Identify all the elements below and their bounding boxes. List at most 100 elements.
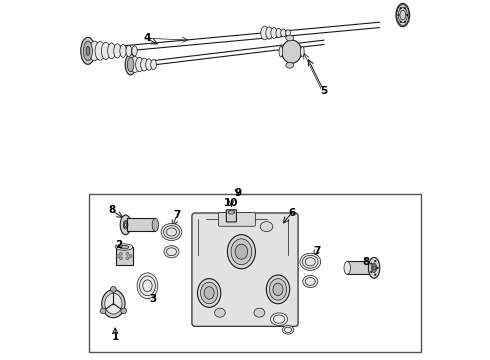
Circle shape bbox=[404, 21, 406, 23]
Ellipse shape bbox=[89, 41, 100, 61]
Ellipse shape bbox=[303, 275, 318, 288]
Ellipse shape bbox=[95, 41, 105, 60]
Text: 9: 9 bbox=[234, 188, 242, 198]
Ellipse shape bbox=[286, 35, 294, 41]
Ellipse shape bbox=[215, 308, 225, 317]
Text: 8: 8 bbox=[362, 257, 369, 267]
Text: 2: 2 bbox=[115, 240, 122, 250]
Ellipse shape bbox=[140, 276, 155, 296]
Ellipse shape bbox=[270, 313, 288, 325]
Ellipse shape bbox=[132, 46, 137, 56]
Ellipse shape bbox=[279, 46, 283, 57]
Text: 5: 5 bbox=[320, 86, 327, 96]
Ellipse shape bbox=[83, 41, 93, 61]
Bar bbox=[126, 219, 155, 231]
Ellipse shape bbox=[396, 3, 410, 27]
Ellipse shape bbox=[282, 40, 301, 63]
Ellipse shape bbox=[273, 283, 283, 296]
Ellipse shape bbox=[137, 273, 158, 299]
Circle shape bbox=[126, 257, 129, 260]
Ellipse shape bbox=[120, 215, 131, 235]
Text: 7: 7 bbox=[313, 246, 320, 256]
Ellipse shape bbox=[116, 244, 133, 250]
Circle shape bbox=[377, 267, 379, 269]
Circle shape bbox=[374, 260, 376, 262]
Ellipse shape bbox=[141, 58, 148, 71]
Ellipse shape bbox=[261, 26, 269, 40]
Ellipse shape bbox=[260, 222, 273, 231]
Ellipse shape bbox=[281, 29, 286, 37]
Bar bbox=[347, 261, 374, 274]
Ellipse shape bbox=[86, 46, 90, 55]
Circle shape bbox=[374, 274, 376, 276]
Ellipse shape bbox=[125, 54, 136, 75]
Ellipse shape bbox=[120, 245, 129, 249]
Circle shape bbox=[399, 7, 402, 9]
Circle shape bbox=[126, 252, 129, 255]
Ellipse shape bbox=[105, 293, 122, 314]
Text: 7: 7 bbox=[173, 210, 180, 220]
Ellipse shape bbox=[227, 235, 255, 269]
Ellipse shape bbox=[271, 28, 277, 39]
Circle shape bbox=[370, 262, 372, 265]
Ellipse shape bbox=[286, 30, 291, 36]
Ellipse shape bbox=[302, 255, 318, 268]
Circle shape bbox=[100, 308, 106, 314]
FancyBboxPatch shape bbox=[219, 213, 255, 226]
Ellipse shape bbox=[114, 44, 121, 58]
Text: 6: 6 bbox=[288, 208, 295, 218]
Circle shape bbox=[129, 255, 132, 257]
Ellipse shape bbox=[136, 57, 144, 72]
Ellipse shape bbox=[270, 279, 287, 300]
Ellipse shape bbox=[300, 46, 304, 57]
Circle shape bbox=[406, 14, 408, 16]
Circle shape bbox=[399, 21, 402, 23]
Ellipse shape bbox=[108, 43, 116, 59]
Ellipse shape bbox=[152, 219, 159, 231]
Circle shape bbox=[370, 271, 372, 273]
Bar bbox=[116, 247, 133, 265]
Ellipse shape bbox=[368, 257, 380, 278]
Text: 3: 3 bbox=[149, 294, 156, 304]
Ellipse shape bbox=[146, 59, 152, 70]
Ellipse shape bbox=[200, 282, 218, 304]
Ellipse shape bbox=[164, 226, 179, 238]
Ellipse shape bbox=[228, 211, 235, 214]
Text: 4: 4 bbox=[144, 33, 151, 42]
Ellipse shape bbox=[204, 287, 214, 299]
Ellipse shape bbox=[167, 248, 176, 256]
Ellipse shape bbox=[130, 57, 139, 73]
Ellipse shape bbox=[305, 278, 315, 285]
Circle shape bbox=[121, 308, 126, 314]
Ellipse shape bbox=[151, 59, 156, 69]
Ellipse shape bbox=[266, 27, 273, 39]
Ellipse shape bbox=[285, 327, 292, 333]
FancyBboxPatch shape bbox=[226, 210, 236, 222]
Ellipse shape bbox=[254, 308, 265, 317]
Ellipse shape bbox=[81, 37, 95, 64]
Ellipse shape bbox=[276, 28, 282, 38]
Circle shape bbox=[120, 257, 122, 260]
Text: 10: 10 bbox=[224, 198, 239, 208]
Circle shape bbox=[116, 255, 119, 257]
Ellipse shape bbox=[300, 253, 320, 270]
Circle shape bbox=[120, 252, 122, 255]
Circle shape bbox=[404, 7, 406, 9]
Ellipse shape bbox=[235, 244, 247, 259]
Ellipse shape bbox=[231, 239, 252, 265]
Ellipse shape bbox=[127, 57, 134, 72]
Ellipse shape bbox=[282, 325, 294, 334]
Circle shape bbox=[111, 287, 116, 292]
Ellipse shape bbox=[102, 290, 125, 318]
Ellipse shape bbox=[286, 62, 294, 68]
Ellipse shape bbox=[164, 246, 179, 258]
Ellipse shape bbox=[161, 224, 182, 240]
Ellipse shape bbox=[344, 261, 350, 274]
Ellipse shape bbox=[126, 45, 132, 57]
Text: 1: 1 bbox=[112, 332, 119, 342]
FancyBboxPatch shape bbox=[192, 213, 298, 326]
Ellipse shape bbox=[143, 280, 152, 292]
Ellipse shape bbox=[267, 275, 290, 304]
Ellipse shape bbox=[273, 315, 285, 323]
Ellipse shape bbox=[197, 279, 221, 307]
